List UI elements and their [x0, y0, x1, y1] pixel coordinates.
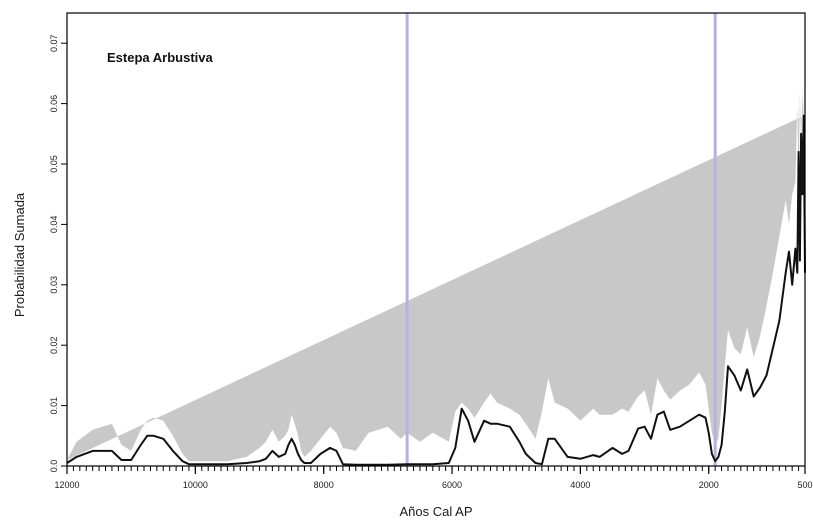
x-tick-label-8000: 8000 — [314, 480, 334, 490]
plot-frame — [66, 12, 806, 467]
y-axis-title: Probabilidad Sumada — [12, 192, 27, 317]
y-tick-label-6: 0.06 — [49, 95, 59, 113]
x-axis-title: Años Cal AP — [400, 504, 473, 519]
x-tick-label-12000: 12000 — [54, 480, 79, 490]
x-tick-label-10000: 10000 — [183, 480, 208, 490]
chart-title: Estepa Arbustiva — [107, 50, 213, 65]
confidence-band — [67, 91, 804, 462]
x-tick-label-500: 500 — [797, 480, 812, 490]
x-tick-label-4000: 4000 — [570, 480, 590, 490]
y-tick-label-1: 0.01 — [49, 397, 59, 415]
y-tick-label-2: 0.02 — [49, 336, 59, 354]
x-tick-label-2000: 2000 — [699, 480, 719, 490]
x-tick-label-6000: 6000 — [442, 480, 462, 490]
plot-area: 12000 10000 8000 6000 4000 2000 500 0.0 0.01 0.02… — [49, 12, 813, 490]
y-tick-label-4: 0.04 — [49, 216, 59, 234]
y-tick-label-7: 0.07 — [49, 34, 59, 52]
y-tick-label-0: 0.0 — [49, 460, 59, 473]
series-line-1 — [66, 114, 806, 466]
y-tick-label-5: 0.05 — [49, 155, 59, 173]
y-tick-label-3: 0.03 — [49, 276, 59, 294]
